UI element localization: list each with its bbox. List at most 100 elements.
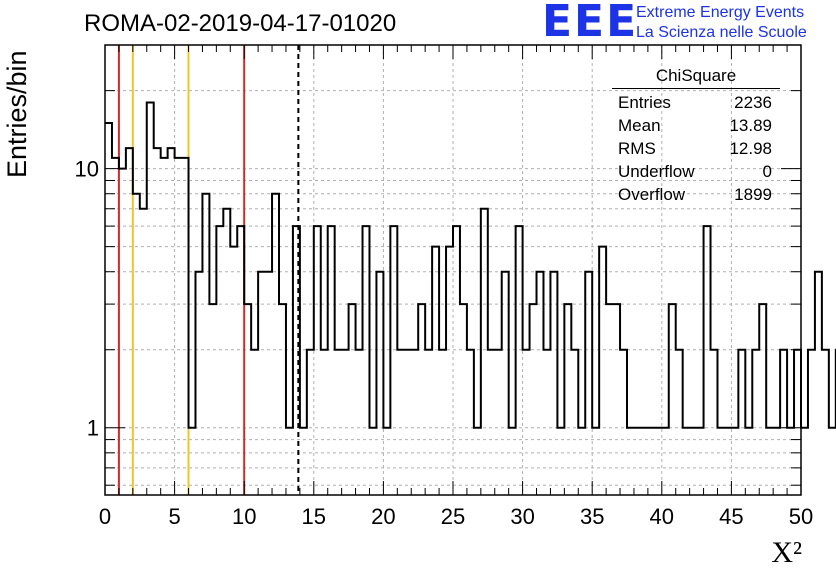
histogram-bin (655, 428, 662, 495)
histogram-bin (342, 350, 349, 495)
histogram-bin (432, 247, 439, 495)
histogram-bin (119, 169, 126, 495)
histogram-bin (286, 428, 293, 495)
histogram-bin (815, 272, 822, 495)
histogram-bin (745, 428, 752, 495)
x-tick-label: 45 (719, 504, 743, 529)
histogram-bin (453, 226, 460, 495)
y-tick-label: 1 (87, 416, 99, 441)
histogram-bin (230, 247, 237, 495)
stats-row-underflow: Underflow 0 (612, 160, 780, 183)
histogram-bin (641, 428, 648, 495)
histogram-bin (731, 428, 738, 495)
x-axis-label: X² (771, 536, 802, 570)
histogram-bin (411, 350, 418, 495)
histogram-bin (126, 148, 133, 495)
stats-value: 1899 (734, 185, 772, 204)
histogram-bin (363, 226, 370, 495)
histogram-bin (147, 102, 154, 495)
histogram-bin (383, 428, 390, 495)
histogram-bin (523, 350, 530, 495)
histogram-bin (766, 428, 773, 495)
histogram-bin (209, 304, 216, 495)
histogram-bin (328, 226, 335, 495)
histogram-bin (662, 428, 669, 495)
stats-label: Overflow (618, 185, 686, 204)
histogram-bin (189, 428, 196, 495)
histogram-bin (690, 428, 697, 495)
eee-logo-line1: Extreme Energy Events (636, 4, 805, 21)
histogram-bin (578, 428, 585, 495)
x-tick-label: 10 (232, 504, 256, 529)
histogram-bin (390, 226, 397, 495)
histogram-bin (244, 304, 251, 495)
x-tick-label: 20 (371, 504, 395, 529)
histogram-bin (168, 148, 175, 495)
chart-title: ROMA-02-2019-04-17-01020 (84, 10, 397, 37)
x-tick-label: 5 (168, 504, 180, 529)
histogram-bin (439, 350, 446, 495)
histogram-bin (314, 226, 321, 495)
eee-logo-mark: EEE (542, 0, 639, 47)
histogram-bin (404, 350, 411, 495)
histogram-bin (161, 158, 168, 495)
stats-value: 2236 (734, 93, 772, 112)
histogram-bin (543, 350, 550, 495)
stats-row-overflow: Overflow 1899 (612, 183, 780, 206)
histogram-bin (537, 272, 544, 495)
histogram-bin (794, 350, 801, 495)
histogram-bin (460, 304, 467, 495)
histogram-bin (251, 350, 258, 495)
histogram-bin (634, 428, 641, 495)
stats-box: ChiSquare Entries 2236 Mean 13.89 RMS 12.98… (612, 66, 780, 206)
x-tick-label: 30 (510, 504, 534, 529)
histogram-bin (759, 304, 766, 495)
histogram-bin (822, 350, 829, 495)
histogram-bin (704, 226, 711, 495)
histogram-bin (279, 304, 286, 495)
histogram-bin (564, 304, 571, 495)
histogram-bin (676, 350, 683, 495)
stats-label: RMS (618, 139, 656, 158)
histogram-bin (258, 272, 265, 495)
histogram-bin (773, 428, 780, 495)
histogram-bin (557, 428, 564, 495)
histogram-bin (488, 350, 495, 495)
histogram-bin (300, 428, 307, 495)
histogram-bin (585, 272, 592, 495)
histogram-bin (223, 209, 230, 495)
histogram-bin (697, 428, 704, 495)
histogram-bin (175, 158, 182, 495)
histogram-bin (237, 226, 244, 495)
histogram-bin (182, 158, 189, 495)
x-axis-label-text: X² (771, 536, 802, 569)
histogram-bin (829, 428, 836, 495)
x-tick-label: 35 (580, 504, 604, 529)
x-tick-label: 40 (650, 504, 674, 529)
histogram-bin (648, 428, 655, 495)
stats-value: 12.98 (729, 139, 772, 158)
histogram-bin (530, 304, 537, 495)
x-tick-label: 15 (302, 504, 326, 529)
stats-row-entries: Entries 2236 (612, 91, 780, 114)
histogram-bin (599, 247, 606, 495)
histogram-bin (738, 350, 745, 495)
histogram-bin (711, 350, 718, 495)
histogram-bin (550, 272, 557, 495)
histogram-bin (752, 350, 759, 495)
histogram-bin (592, 428, 599, 495)
histogram-bin (356, 350, 363, 495)
histogram-bin (620, 350, 627, 495)
stats-box-title: ChiSquare (612, 66, 780, 89)
histogram-bin (717, 428, 724, 495)
stats-value: 0 (762, 162, 772, 181)
histogram-bin (418, 304, 425, 495)
histogram-bin (613, 304, 620, 495)
histogram-bin (801, 428, 808, 495)
histogram-bin (495, 350, 502, 495)
histogram-bin (780, 350, 787, 495)
histogram-bin (293, 226, 300, 495)
histogram-bin (481, 209, 488, 495)
histogram-bin (369, 428, 376, 495)
